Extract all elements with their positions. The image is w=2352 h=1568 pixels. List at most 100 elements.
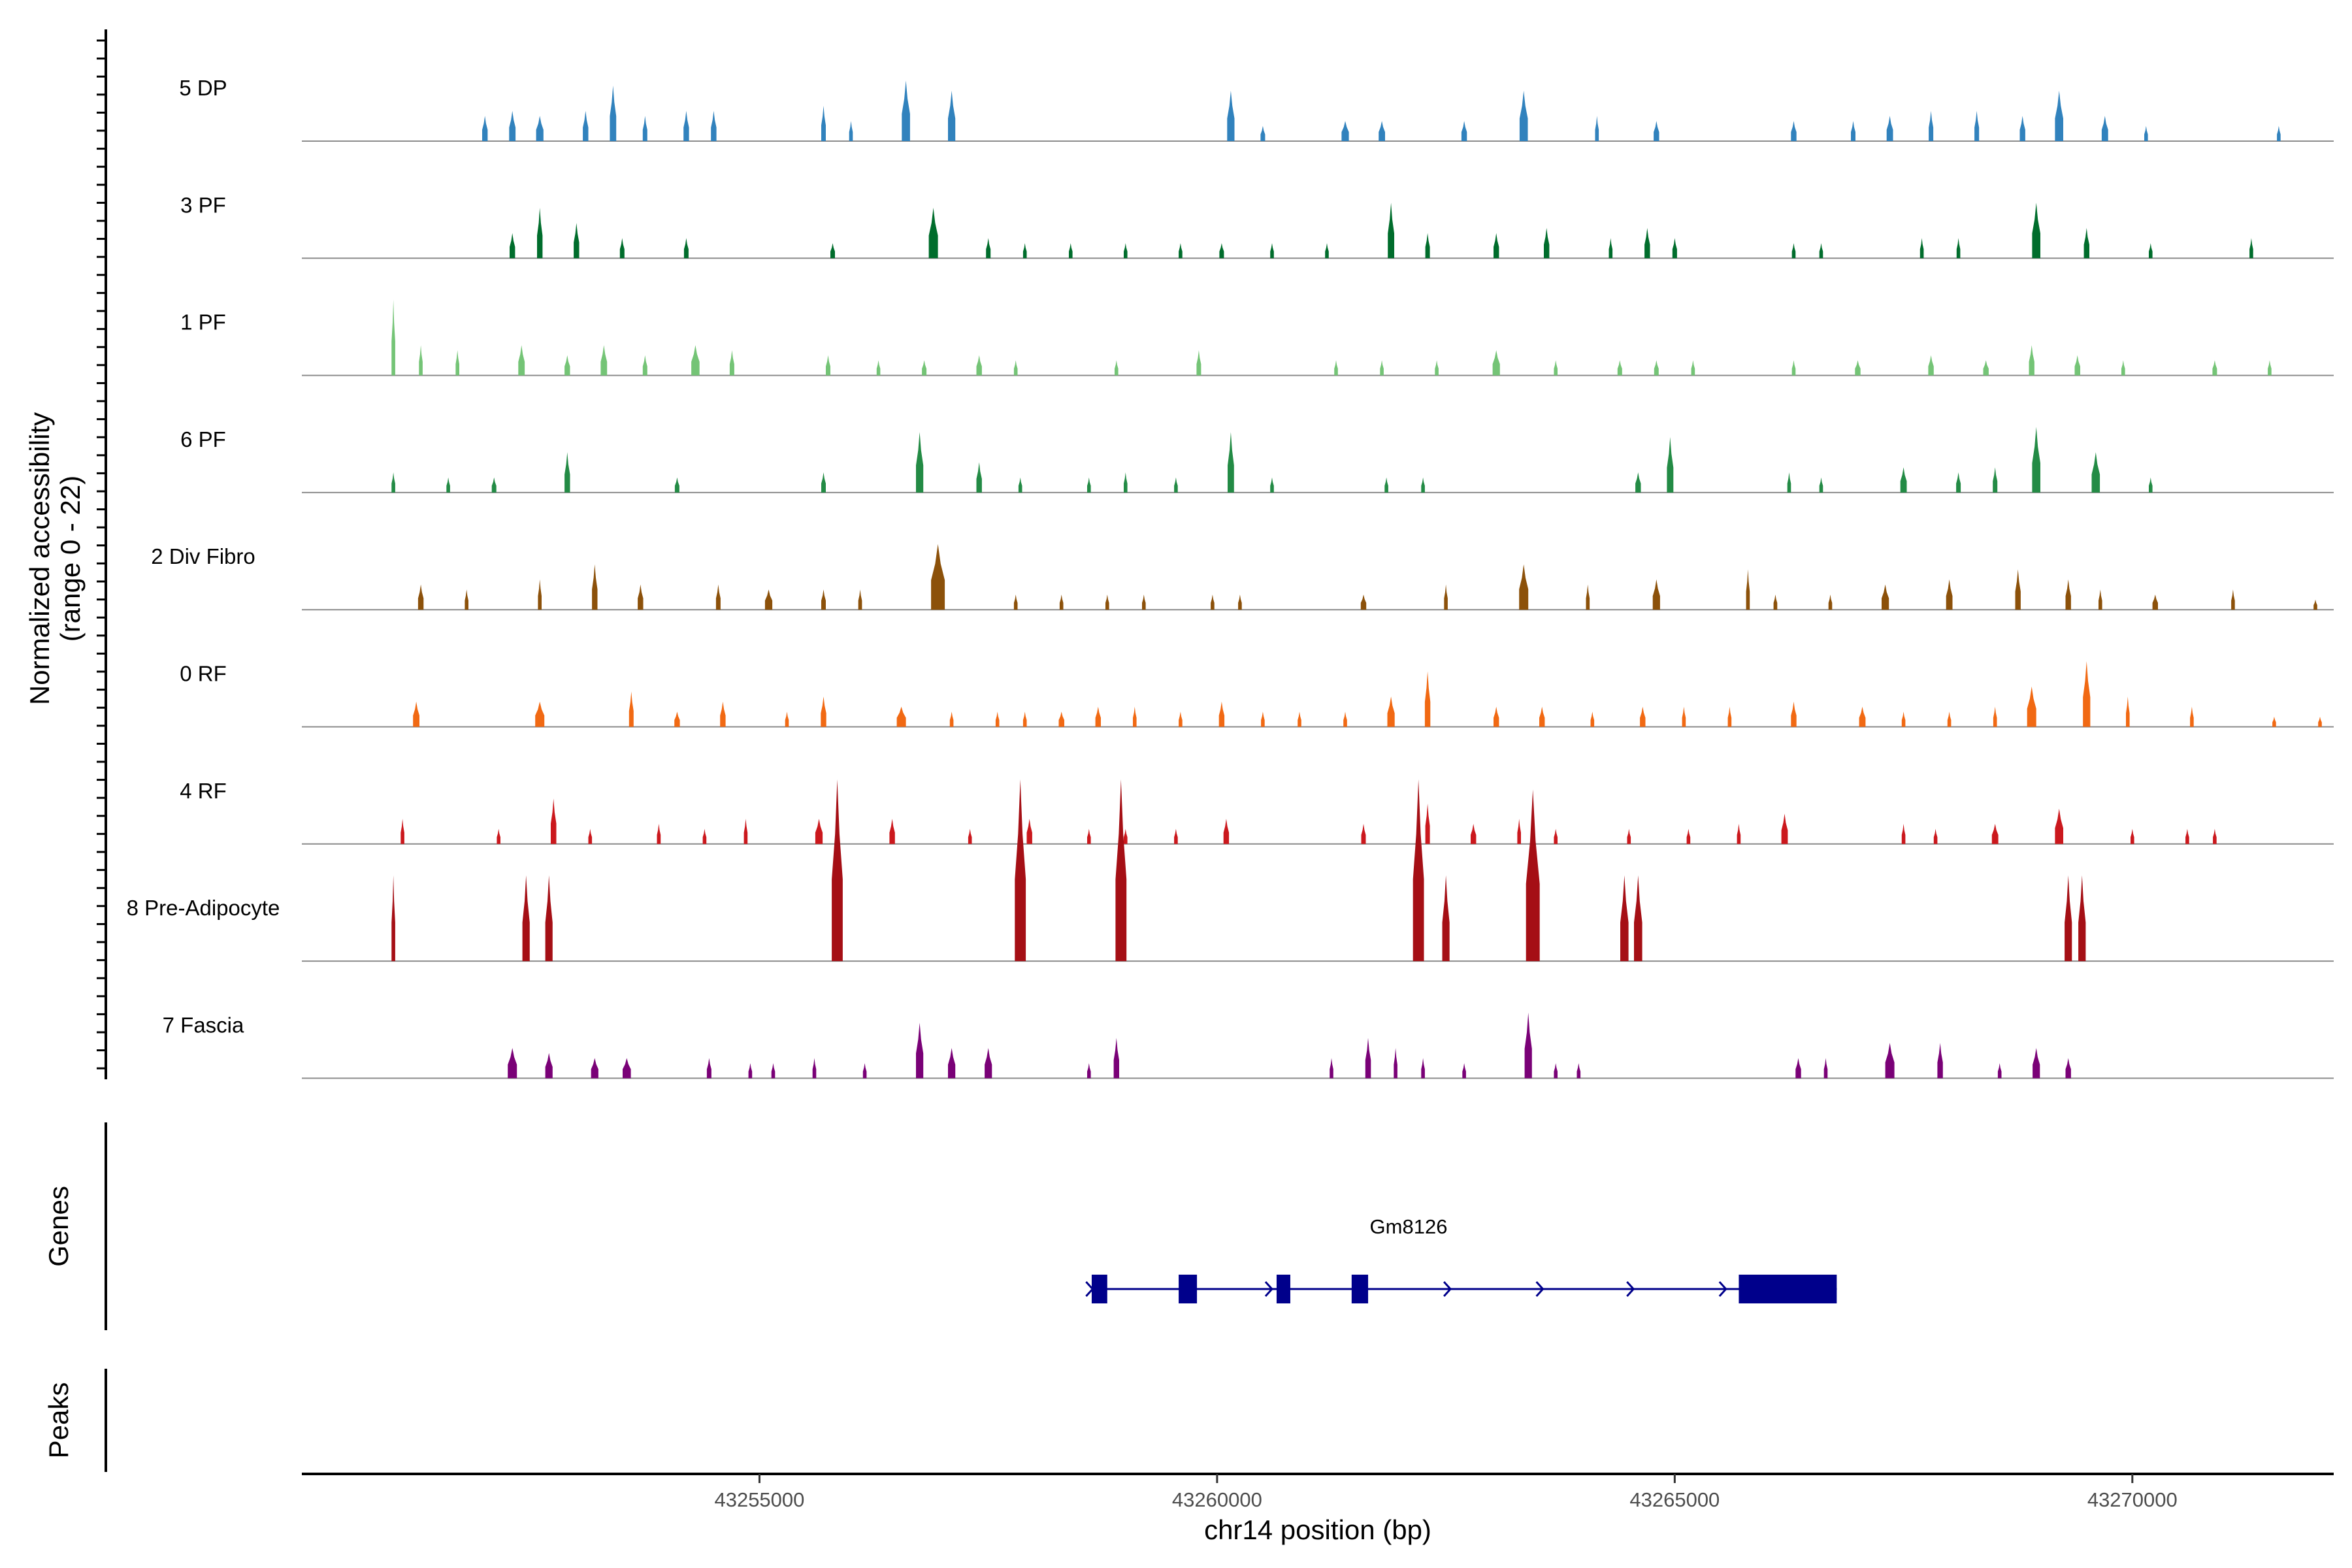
coverage-peak <box>876 360 881 376</box>
coverage-peak <box>518 345 525 376</box>
coverage-peak <box>2272 717 2276 727</box>
coverage-peak <box>2149 243 2153 259</box>
coverage-peak <box>1238 595 1242 610</box>
coverage-peak <box>2144 125 2148 141</box>
coverage-peak <box>1365 1037 1371 1079</box>
coverage-peak <box>1218 701 1225 727</box>
coverage-peak <box>1058 711 1064 727</box>
coverage-peak <box>1261 711 1265 727</box>
coverage-peak <box>1492 350 1500 376</box>
coverage-peak <box>1424 671 1431 727</box>
coverage-peak <box>1667 436 1674 493</box>
coverage-peak <box>491 477 497 493</box>
coverage-peak <box>1727 706 1732 727</box>
coverage-peak <box>1388 203 1394 259</box>
coverage-peak <box>1691 360 1695 376</box>
coverage-peak <box>1956 472 1961 493</box>
coverage-peak <box>1413 779 1424 962</box>
y-axis-ticks <box>97 39 106 1070</box>
coverage-peak <box>417 584 424 610</box>
coverage-peak <box>1620 875 1629 962</box>
coverage-peak <box>2019 116 2025 141</box>
coverage-peak <box>583 110 589 141</box>
coverage-peak <box>1018 477 1022 493</box>
gene-model: Gm8126 <box>1085 1215 1837 1303</box>
coverage-peak <box>1015 779 1026 962</box>
coverage-peak <box>1421 477 1425 493</box>
coverage-peak <box>986 238 991 259</box>
coverage-peak <box>948 90 956 141</box>
coverage-peak <box>720 701 726 727</box>
coverage-peak <box>1819 477 1823 493</box>
coverage-peak <box>2101 116 2108 141</box>
coverage-peak <box>638 584 644 610</box>
coverage-peak <box>928 208 938 259</box>
track-label: 2 Div Fibro <box>151 544 255 568</box>
coverage-peak <box>1069 243 1073 259</box>
coverage-peak <box>995 711 1000 727</box>
coverage-peak <box>1425 804 1430 844</box>
gene-label: Gm8126 <box>1370 1215 1448 1238</box>
genes-panel-label: Genes <box>43 1186 74 1267</box>
coverage-peak <box>748 1063 753 1079</box>
coverage-peak <box>1590 711 1595 727</box>
coverage-peak <box>2029 345 2034 376</box>
coverage-peak <box>2065 1058 2071 1079</box>
gene-exon <box>1179 1275 1198 1303</box>
track-1-pf: 1 PF <box>180 299 2334 376</box>
coverage-peak <box>1174 828 1178 844</box>
coverage-peak <box>545 1053 553 1079</box>
coverage-peak <box>2032 203 2040 259</box>
coverage-peak <box>1379 121 1385 141</box>
coverage-peak <box>1993 706 1997 727</box>
coverage-peak <box>1746 569 1750 610</box>
coverage-peak <box>2055 90 2063 141</box>
coverage-peak <box>1142 595 1146 610</box>
coverage-peak <box>1851 121 1855 141</box>
coverage-peak <box>391 472 395 493</box>
coverage-peak <box>413 701 419 727</box>
coverage-tracks: 5 DP 3 PF 1 PF 6 PF 2 Div Fibro 0 RF 4 RF 8 Pre… <box>127 76 2334 1079</box>
coverage-peak <box>949 711 954 727</box>
coverage-peak <box>896 706 906 727</box>
coverage-peak <box>1539 706 1545 727</box>
coverage-peak <box>1334 360 1338 376</box>
coverage-peak <box>1652 579 1660 610</box>
coverage-peak <box>1644 227 1650 259</box>
coverage-peak <box>2091 452 2100 493</box>
strand-arrow-icon <box>1718 1281 1727 1298</box>
coverage-peak <box>574 223 580 259</box>
track-label: 3 PF <box>180 193 226 217</box>
coverage-peak <box>1227 90 1235 141</box>
track-3-pf: 3 PF <box>180 193 2334 259</box>
coverage-peak <box>588 828 593 844</box>
coverage-peak <box>916 1022 924 1079</box>
coverage-peak <box>1781 813 1788 844</box>
y-axis-range: (range 0 - 22) <box>55 476 86 642</box>
track-4-rf: 4 RF <box>180 779 2334 845</box>
coverage-peak <box>2190 706 2194 727</box>
coverage-peak <box>902 80 910 141</box>
coverage-peak <box>391 299 395 376</box>
coverage-peak <box>821 696 826 727</box>
coverage-peak <box>674 477 679 493</box>
gene-exon <box>1091 1275 1107 1303</box>
coverage-peak <box>948 1048 956 1079</box>
track-8-pre-adipocyte: 8 Pre-Adipocyte <box>127 779 2334 962</box>
coverage-peak <box>1983 360 1989 376</box>
coverage-peak <box>2032 427 2040 493</box>
coverage-peak <box>916 432 924 493</box>
coverage-peak <box>1179 243 1183 259</box>
coverage-peak <box>2078 875 2086 962</box>
coverage-peak <box>1791 701 1797 727</box>
coverage-peak <box>1022 243 1027 259</box>
coverage-peak <box>674 711 680 727</box>
coverage-peak <box>1325 243 1329 259</box>
strand-arrow-icon <box>1443 1281 1452 1298</box>
coverage-peak <box>1113 1037 1119 1079</box>
coverage-peak <box>968 828 972 844</box>
coverage-peak <box>1387 696 1395 727</box>
coverage-peak <box>1672 238 1677 259</box>
coverage-peak <box>1791 360 1796 376</box>
